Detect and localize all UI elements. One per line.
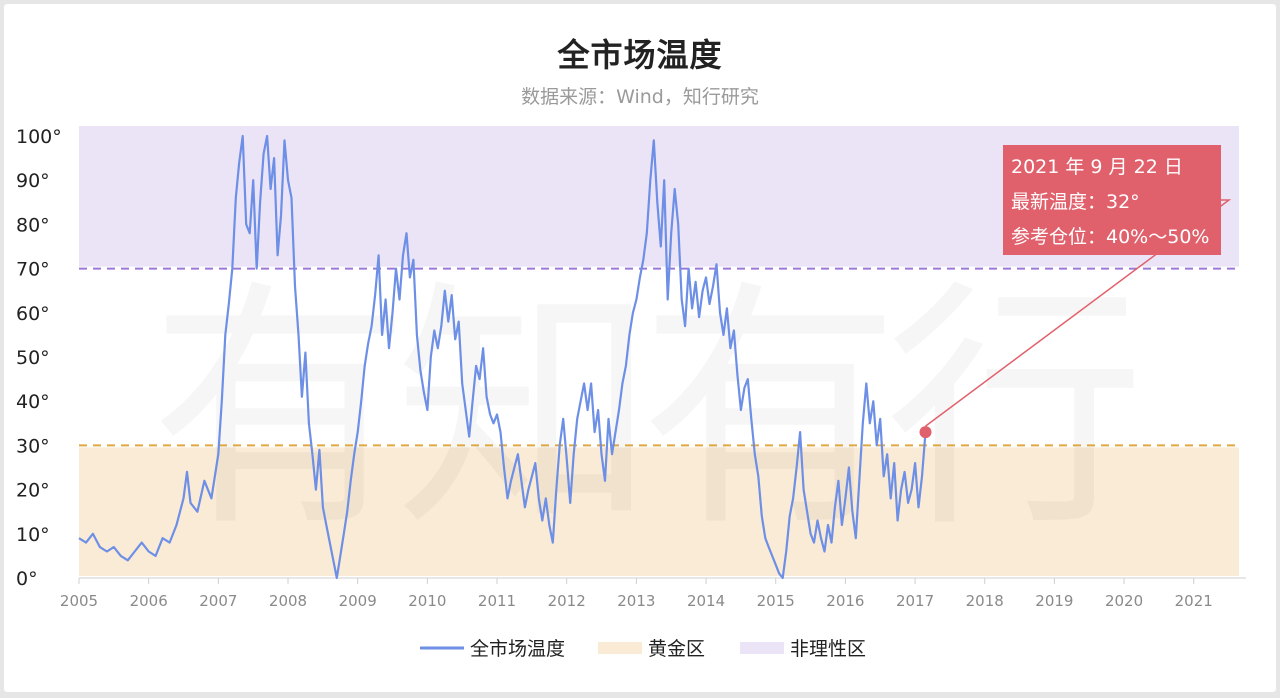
legend-label: 黄金区: [648, 638, 705, 660]
x-tick-label: 2019: [1035, 592, 1073, 610]
x-tick-label: 2007: [199, 592, 237, 610]
x-tick-label: 2013: [617, 592, 655, 610]
x-tick-label: 2011: [478, 592, 516, 610]
x-tick-label: 2018: [966, 592, 1004, 610]
annotation-line: 最新温度：32°: [1011, 191, 1140, 213]
y-tick-label: 10°: [16, 524, 50, 546]
chart-card: [4, 4, 1276, 692]
watermark-glyph: 知: [395, 260, 655, 562]
x-tick-label: 2017: [896, 592, 934, 610]
x-tick-label: 2009: [339, 592, 377, 610]
y-tick-label: 50°: [16, 347, 50, 369]
x-tick-label: 2006: [130, 592, 168, 610]
y-tick-label: 80°: [16, 214, 50, 236]
x-tick-label: 2012: [548, 592, 586, 610]
x-tick-label: 2005: [60, 592, 98, 610]
x-tick-label: 2020: [1105, 592, 1143, 610]
x-tick-label: 2008: [269, 592, 307, 610]
y-axis: 0° 10° 20° 30° 40° 50° 60° 70° 80° 90° 100°: [16, 126, 62, 590]
x-axis: 2005 2006 2007 2008 2009 2010 2011 2012 2013 2014…: [60, 577, 1246, 610]
y-tick-label: 90°: [16, 170, 50, 192]
x-tick-label: 2010: [408, 592, 446, 610]
legend-swatch-box: [598, 642, 642, 654]
legend-label: 非理性区: [790, 638, 866, 660]
golden-zone: [79, 447, 1239, 576]
x-tick-label: 2015: [757, 592, 795, 610]
y-tick-label: 60°: [16, 303, 50, 325]
legend-label: 全市场温度: [470, 638, 565, 660]
y-tick-label: 20°: [16, 480, 50, 502]
latest-point: [919, 426, 932, 439]
annotation-box: [1003, 145, 1221, 255]
chart-subtitle: 数据来源：Wind，知行研究: [521, 86, 759, 108]
y-tick-label: 0°: [16, 568, 38, 590]
x-tick-label: 2014: [687, 592, 725, 610]
x-tick-label: 2016: [826, 592, 864, 610]
x-tick-label: 2021: [1175, 592, 1213, 610]
annotation-line: 参考仓位：40%～50%: [1011, 226, 1209, 248]
annotation-leader: [925, 199, 1232, 427]
y-tick-label: 40°: [16, 391, 50, 413]
legend-swatch-box: [740, 642, 784, 654]
watermark-glyph: 有: [640, 260, 900, 562]
legend: 全市场温度 黄金区 非理性区: [420, 638, 866, 660]
watermark-glyph: 行: [885, 260, 1145, 562]
annotation-line: 2021 年 9 月 22 日: [1011, 156, 1183, 178]
reference-lines-layer: [79, 267, 1240, 447]
watermark-glyph: 有: [150, 260, 410, 562]
y-tick-label: 30°: [16, 435, 50, 457]
series-line: [78, 134, 927, 580]
chart-title: 全市场温度: [557, 36, 723, 74]
series-layer: [78, 134, 932, 580]
y-tick-label: 100°: [16, 126, 62, 148]
watermark-layer: 有知有行: [150, 260, 1145, 562]
y-tick-label: 70°: [16, 259, 50, 281]
